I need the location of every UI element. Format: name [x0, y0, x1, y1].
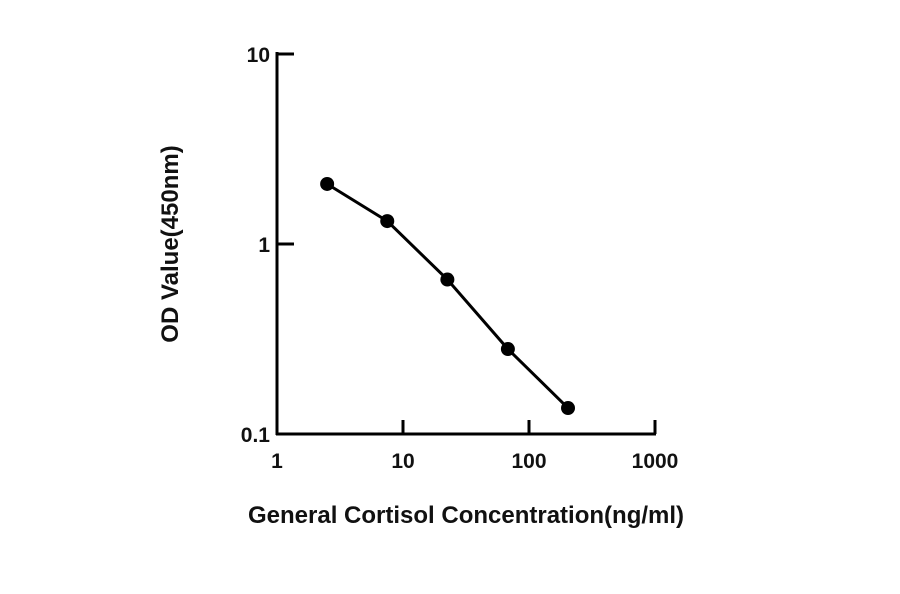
data-point-marker — [380, 214, 395, 229]
series-line — [326, 182, 570, 410]
x-tick-label-10: 10 — [391, 450, 414, 473]
x-axis-title: General Cortisol Concentration(ng/ml) — [248, 502, 684, 529]
y-tick-label-1: 1 — [258, 234, 270, 257]
x-tick-label-1: 1 — [271, 450, 283, 473]
data-point-marker — [500, 342, 515, 357]
x-tick-label-1000: 1000 — [632, 450, 679, 473]
y-tick-label-0-1: 0.1 — [241, 424, 271, 447]
data-series — [320, 176, 576, 416]
y-axis-title: OD Value(450nm) — [157, 145, 184, 342]
x-tick-label-100: 100 — [511, 450, 546, 473]
y-tick-label-10: 10 — [247, 44, 270, 67]
data-point-marker — [440, 272, 455, 287]
data-point-marker — [320, 176, 335, 191]
data-point-marker — [561, 401, 576, 416]
